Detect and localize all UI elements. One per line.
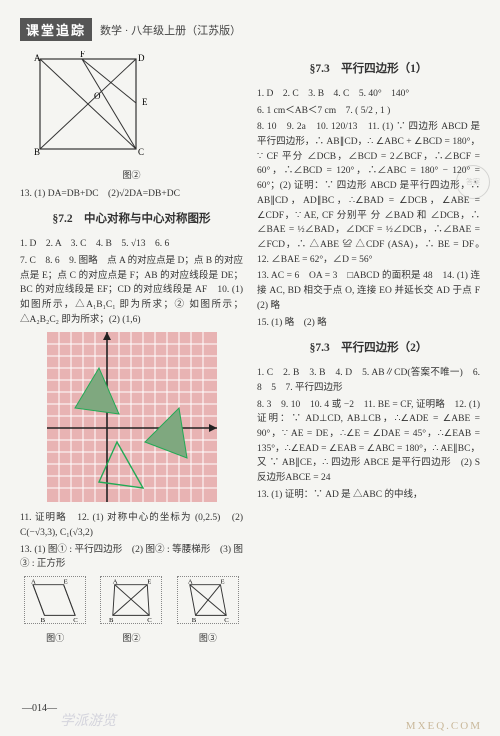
svg-text:B: B <box>41 617 46 624</box>
svg-text:B: B <box>109 617 114 624</box>
svg-text:A: A <box>34 53 41 63</box>
watermark-text: 学派游览 <box>60 710 116 730</box>
left-line-13: 13. (1) DA=DB+DC (2)√2DA=DB+DC <box>20 187 243 202</box>
left-line-11: 11. 证明略 12. (1) 对称中心的坐标为 (0,2.5) (2) C(−… <box>20 511 243 540</box>
section-7-3b-title: §7.3 平行四边形（2） <box>257 340 480 358</box>
r-a1: 1. D 2. C 3. B 4. C 5. 40° 140° <box>257 87 480 102</box>
stamp-seal: 答案 <box>456 165 490 199</box>
r-b1: 1. C 2. B 3. B 4. D 5. AB∥CD(答案不唯一) 6. 8… <box>257 366 480 395</box>
ans-7-2-b: 7. C 8. 6 9. 图略 点 A 的对应点是 D；点 B 的对应点是 E；… <box>20 254 243 328</box>
svg-text:E: E <box>64 579 68 586</box>
small-figures-row: A E B C 图① A E B C 图② <box>20 576 243 650</box>
brand-badge: 课堂追踪 <box>20 18 92 41</box>
page-header: 课堂追踪 数学 · 八年级上册（江苏版） <box>20 18 480 41</box>
r-a4: 13. AC = 6 OA = 3 □ABCD 的面积是 48 14. (1) … <box>257 269 480 313</box>
svg-text:C: C <box>138 147 144 157</box>
svg-text:A: A <box>188 579 193 586</box>
r-a5: 15. (1) 略 (2) 略 <box>257 316 480 331</box>
svg-text:E: E <box>148 579 152 586</box>
r-b2: 8. 3 9. 10 10. 4 或 −2 11. BE = CF, 证明略 1… <box>257 398 480 486</box>
svg-text:A: A <box>113 579 118 586</box>
left-line-13b: 13. (1) 图① : 平行四边形 (2) 图② : 等腰梯形 (3) 图③ … <box>20 543 243 572</box>
svg-text:B: B <box>34 147 40 157</box>
header-subtitle: 数学 · 八年级上册（江苏版） <box>100 22 241 38</box>
ans-7-2-a: 1. D 2. A 3. C 4. B 5. √13 6. 6 <box>20 237 243 252</box>
r-a2: 6. 1 cm＜AB＜7 cm 7. ( 5/2 , 1 ) <box>257 104 480 119</box>
svg-text:C: C <box>224 617 229 624</box>
figure-label-2: 图② <box>20 169 243 183</box>
r-a3: 8. 10 9. 2a 10. 120/13 11. (1) ∵ 四边形 ABC… <box>257 120 480 267</box>
svg-text:D: D <box>138 53 145 63</box>
r-b3: 13. (1) 证明：∵ AD 是 △ABC 的中线， <box>257 488 480 503</box>
svg-text:B: B <box>192 617 197 624</box>
page-number: —014— <box>22 703 57 714</box>
svg-text:C: C <box>148 617 153 624</box>
svg-text:E: E <box>220 579 224 586</box>
small-fig-2: A E B C 图② <box>96 576 166 650</box>
small-fig-3: A E B C 图③ <box>173 576 243 650</box>
figure-geo: A F D E C B O 图② <box>20 51 243 183</box>
section-7-3a-title: §7.3 平行四边形（1） <box>257 61 480 79</box>
content-columns: A F D E C B O 图② 13. (1) DA=DB+DC (2)√2D… <box>20 51 480 654</box>
small-fig-1: A E B C 图① <box>20 576 90 650</box>
small-fig-3-label: 图③ <box>173 632 243 646</box>
svg-text:E: E <box>142 97 148 107</box>
small-fig-1-label: 图① <box>20 632 90 646</box>
left-column: A F D E C B O 图② 13. (1) DA=DB+DC (2)√2D… <box>20 51 243 654</box>
section-7-2-title: §7.2 中心对称与中心对称图形 <box>20 211 243 229</box>
svg-text:A: A <box>31 579 36 586</box>
svg-text:C: C <box>73 617 78 624</box>
watermark-url: MXEQ.COM <box>406 720 482 732</box>
figure-grid <box>20 332 243 508</box>
svg-text:F: F <box>80 51 85 59</box>
small-fig-2-label: 图② <box>96 632 166 646</box>
svg-text:O: O <box>94 91 101 101</box>
right-column: §7.3 平行四边形（1） 1. D 2. C 3. B 4. C 5. 40°… <box>257 51 480 654</box>
